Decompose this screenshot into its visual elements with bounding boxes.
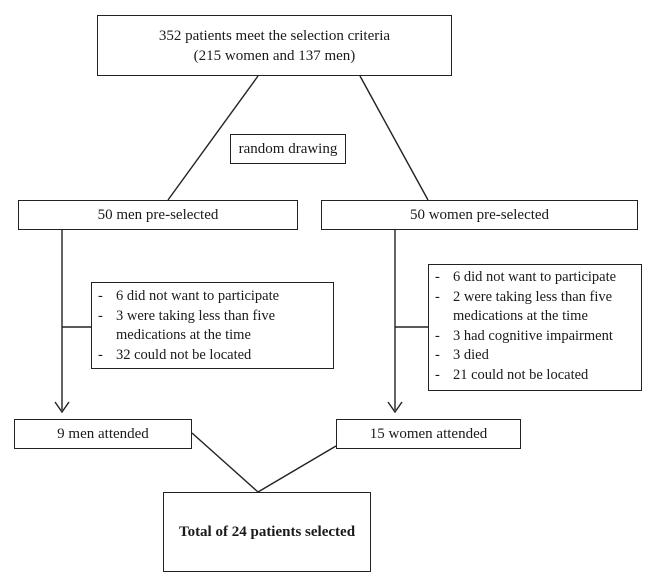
line-women-to-total — [257, 445, 337, 493]
men-exclusions-box: 6 did not want to participate 3 were tak… — [91, 282, 334, 369]
women-preselected-label: 50 women pre-selected — [409, 206, 550, 223]
men-exclusions-list: 6 did not want to participate 3 were tak… — [92, 287, 333, 365]
women-exclusion-item: 6 did not want to participate — [429, 268, 641, 288]
total-selected-box: Total of 24 patients selected — [163, 492, 371, 572]
men-exclusion-item: 3 were taking less than five — [92, 307, 333, 327]
line-top-to-women — [359, 75, 429, 201]
women-exclusion-item: 2 were taking less than five — [429, 288, 641, 308]
women-preselected-box: 50 women pre-selected — [321, 200, 638, 230]
men-preselected-label: 50 men pre-selected — [97, 206, 219, 223]
women-exclusions-box: 6 did not want to participate 2 were tak… — [428, 264, 642, 391]
women-exclusion-item: 21 could not be located — [429, 366, 641, 386]
men-attended-label: 9 men attended — [57, 425, 149, 442]
men-attended-box: 9 men attended — [14, 419, 192, 449]
men-exclusion-item: 6 did not want to participate — [92, 287, 333, 307]
men-exclusion-item: medications at the time — [116, 327, 251, 343]
men-exclusion-item: 32 could not be located — [92, 346, 333, 366]
total-selected-label: Total of 24 patients selected — [178, 523, 356, 540]
random-drawing-box: random drawing — [230, 134, 346, 164]
women-attended-box: 15 women attended — [336, 419, 521, 449]
women-exclusion-item: medications at the time — [453, 308, 588, 324]
men-preselected-box: 50 men pre-selected — [18, 200, 298, 230]
eligible-line-1: 352 patients meet the selection criteria — [158, 27, 391, 44]
line-top-to-men — [167, 75, 259, 201]
eligible-patients-box: 352 patients meet the selection criteria… — [97, 15, 452, 76]
women-exclusions-list: 6 did not want to participate 2 were tak… — [429, 268, 641, 385]
women-attended-label: 15 women attended — [369, 425, 488, 442]
women-exclusion-item: 3 died — [429, 346, 641, 366]
men-arrow-head — [54, 401, 70, 414]
line-men-to-total — [191, 432, 259, 493]
women-arrow-head — [387, 401, 403, 414]
women-exclusion-item: 3 had cognitive impairment — [429, 327, 641, 347]
eligible-line-2: (215 women and 137 men) — [193, 47, 356, 64]
random-drawing-label: random drawing — [238, 140, 338, 157]
